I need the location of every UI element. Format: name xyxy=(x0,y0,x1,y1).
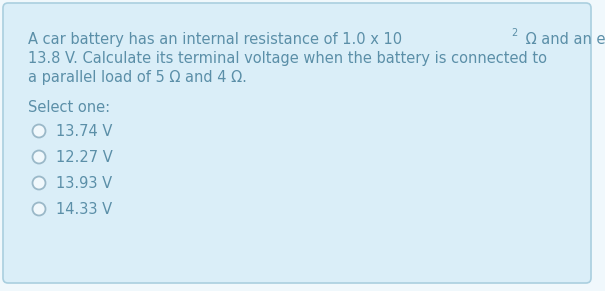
Text: Ω and an emf of: Ω and an emf of xyxy=(521,32,605,47)
Circle shape xyxy=(33,125,45,138)
Circle shape xyxy=(33,177,45,189)
Text: 13.74 V: 13.74 V xyxy=(56,124,113,139)
Text: 12.27 V: 12.27 V xyxy=(56,150,113,165)
Text: a parallel load of 5 Ω and 4 Ω.: a parallel load of 5 Ω and 4 Ω. xyxy=(28,70,247,85)
Text: 14.33 V: 14.33 V xyxy=(56,202,112,217)
Text: 2: 2 xyxy=(512,28,518,38)
Circle shape xyxy=(33,150,45,164)
Text: 13.93 V: 13.93 V xyxy=(56,176,112,191)
Circle shape xyxy=(33,203,45,216)
FancyBboxPatch shape xyxy=(3,3,591,283)
Text: 13.8 V. Calculate its terminal voltage when the battery is connected to: 13.8 V. Calculate its terminal voltage w… xyxy=(28,51,547,66)
Text: Select one:: Select one: xyxy=(28,100,110,115)
Text: A car battery has an internal resistance of 1.0 x 10: A car battery has an internal resistance… xyxy=(28,32,402,47)
